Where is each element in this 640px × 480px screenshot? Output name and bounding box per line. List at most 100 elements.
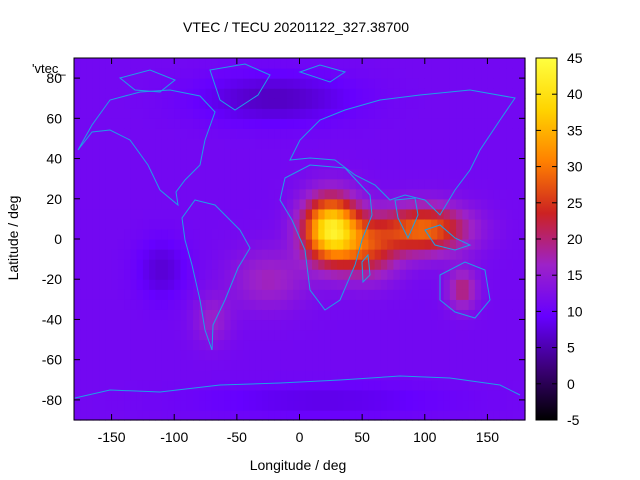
heatmap-cell <box>105 269 113 280</box>
heatmap-cell <box>312 309 319 321</box>
heatmap-cell <box>224 208 232 220</box>
heatmap-cell <box>224 339 232 351</box>
heatmap-cell <box>236 359 244 371</box>
heatmap-cell <box>368 279 376 290</box>
heatmap-cell <box>305 409 313 421</box>
heatmap-cell <box>180 239 188 250</box>
heatmap-cell <box>261 269 269 280</box>
heatmap-cell <box>493 279 501 290</box>
heatmap-cell <box>518 339 526 351</box>
heatmap-cell <box>424 319 432 331</box>
heatmap-cell <box>330 289 338 300</box>
heatmap-cell <box>312 259 319 270</box>
heatmap-cell <box>362 108 369 119</box>
heatmap-cell <box>299 108 307 119</box>
heatmap-cell <box>512 289 520 300</box>
heatmap-cell <box>167 138 175 150</box>
heatmap-cell <box>443 279 451 290</box>
heatmap-cell <box>355 228 363 240</box>
heatmap-cell <box>368 309 376 321</box>
heatmap-cell <box>117 359 125 371</box>
heatmap-cell <box>343 289 351 300</box>
heatmap-cell <box>74 309 81 321</box>
heatmap-cell <box>211 309 219 321</box>
heatmap-cell <box>199 339 207 351</box>
heatmap-cell <box>299 158 307 170</box>
heatmap-cell <box>211 389 219 401</box>
heatmap-cell <box>199 249 207 260</box>
heatmap-cell <box>149 178 157 190</box>
heatmap-cell <box>149 68 157 79</box>
heatmap-cell <box>424 138 432 150</box>
heatmap-cell <box>80 228 88 240</box>
heatmap-cell <box>74 359 81 371</box>
heatmap-cell <box>205 279 213 290</box>
heatmap-cell <box>512 339 520 351</box>
coast-south-america <box>181 199 251 351</box>
heatmap-cell <box>218 218 225 230</box>
heatmap-cell <box>512 299 520 310</box>
heatmap-cell <box>462 369 470 381</box>
heatmap-cell <box>249 78 257 89</box>
heatmap-cell <box>499 208 507 220</box>
heatmap-cell <box>268 98 276 109</box>
heatmap-cell <box>343 299 351 310</box>
heatmap-cell <box>318 68 326 79</box>
heatmap-cell <box>286 369 294 381</box>
heatmap-cell <box>105 249 113 260</box>
heatmap-cell <box>399 269 407 280</box>
heatmap-cell <box>499 349 507 361</box>
heatmap-cell <box>518 349 526 361</box>
heatmap-cell <box>337 329 344 341</box>
heatmap-cell <box>312 379 319 391</box>
heatmap-cell <box>243 379 250 391</box>
heatmap-cell <box>161 168 169 180</box>
heatmap-cell <box>355 259 363 270</box>
heatmap-cell <box>161 108 169 119</box>
heatmap-cell <box>111 309 119 321</box>
heatmap-cell <box>405 359 413 371</box>
heatmap-cell <box>468 68 476 79</box>
heatmap-cell <box>130 239 138 250</box>
heatmap-cell <box>380 98 388 109</box>
heatmap-cell <box>506 389 514 401</box>
heatmap-cell <box>142 369 150 381</box>
heatmap-cell <box>224 309 232 321</box>
heatmap-cell <box>412 108 420 119</box>
heatmap-cell <box>399 339 407 351</box>
heatmap-cell <box>499 158 507 170</box>
heatmap-cell <box>261 289 269 300</box>
heatmap-cell <box>481 349 489 361</box>
heatmap-cell <box>105 339 113 351</box>
heatmap-cell <box>405 369 413 381</box>
heatmap-cell <box>174 158 182 170</box>
heatmap-cell <box>117 259 125 270</box>
heatmap-cell <box>318 108 326 119</box>
heatmap-cell <box>142 218 150 230</box>
heatmap-cell <box>105 279 113 290</box>
heatmap-cell <box>418 409 426 421</box>
coast-greenland <box>209 63 271 111</box>
heatmap-cell <box>418 329 426 341</box>
heatmap-cell <box>80 339 88 351</box>
heatmap-cell <box>462 239 470 250</box>
heatmap-cell <box>99 369 106 381</box>
heatmap-cell <box>167 68 175 79</box>
heatmap-cell <box>174 259 182 270</box>
heatmap-cell <box>130 198 138 210</box>
heatmap-cell <box>456 409 463 421</box>
heatmap-cell <box>92 88 100 99</box>
heatmap-cell <box>199 228 207 240</box>
heatmap-cell <box>249 329 257 341</box>
heatmap-cell <box>506 208 514 220</box>
heatmap-cell <box>230 128 238 140</box>
heatmap-cell <box>355 379 363 391</box>
heatmap-cell <box>380 68 388 79</box>
heatmap-cell <box>105 188 113 200</box>
heatmap-cell <box>449 399 457 411</box>
heatmap-cell <box>230 88 238 99</box>
heatmap-cell <box>155 259 163 270</box>
heatmap-cell <box>456 68 463 79</box>
heatmap-cell <box>193 158 200 170</box>
